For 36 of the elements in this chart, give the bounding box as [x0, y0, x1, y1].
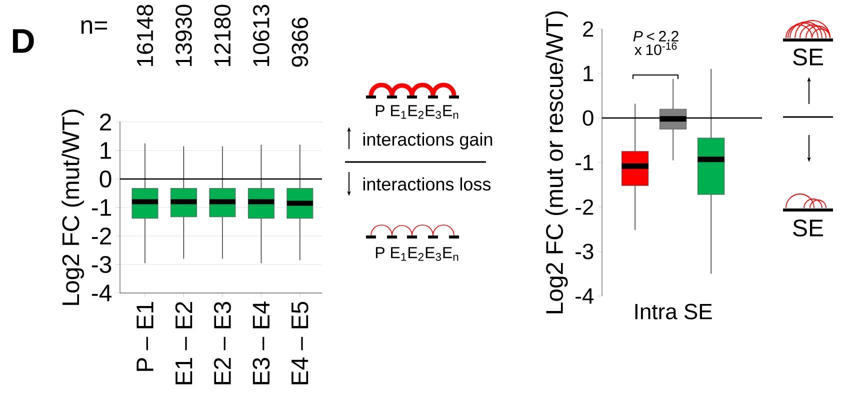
text: 9366: [292, 18, 308, 67]
y-tick-label: 0: [582, 110, 594, 126]
y-tick-label: -2: [576, 199, 594, 215]
x-tick-label: Intra SE: [635, 304, 712, 320]
y-axis-title: Log2 FC (mut/WT): [62, 110, 84, 305]
text: 12180: [214, 4, 231, 66]
text: 16148: [136, 4, 154, 66]
x-tick-label: P – E1: [136, 302, 154, 371]
y-tick-label: -4: [92, 284, 112, 302]
text: interactions loss: [363, 177, 491, 191]
y-tick-label: -3: [576, 244, 594, 260]
y-tick-label: -4: [576, 288, 594, 304]
text: interactions gain: [363, 132, 492, 150]
text: D: [13, 29, 34, 53]
y-tick-label: -1: [92, 199, 112, 216]
y-tick-label: -3: [92, 256, 112, 273]
annotation: P < 2.2 x 10$^{-16}$: [633, 30, 678, 56]
y-tick-label: 1: [584, 66, 594, 82]
y-tick-label: 1: [100, 142, 112, 159]
x-tick-label: E2 – E3: [214, 302, 231, 384]
text: P E$_{1}$E$_{2}$E$_{3}$E$_{n}$: [376, 105, 458, 119]
y-tick-label: -2: [92, 228, 111, 244]
x-tick-label: E3 – E4: [252, 302, 270, 384]
text: 13930: [176, 4, 192, 66]
text: 10613: [253, 4, 270, 66]
x-tick-label: E1 – E2: [175, 302, 192, 384]
y-tick-label: 2: [100, 114, 111, 130]
text: P E$_{1}$E$_{2}$E$_{3}$E$_{n}$: [376, 247, 458, 261]
text: SE: [793, 220, 823, 236]
text: n=: [81, 20, 108, 34]
y-tick-label: -1: [576, 154, 594, 170]
y-tick-label: 0: [100, 170, 112, 188]
y-tick-label: 2: [583, 21, 594, 37]
text: SE: [793, 48, 823, 66]
x-tick-label: E4 – E5: [292, 302, 308, 384]
y-axis-title: Log2 FC (mut or rescue/WT): [545, 11, 568, 314]
